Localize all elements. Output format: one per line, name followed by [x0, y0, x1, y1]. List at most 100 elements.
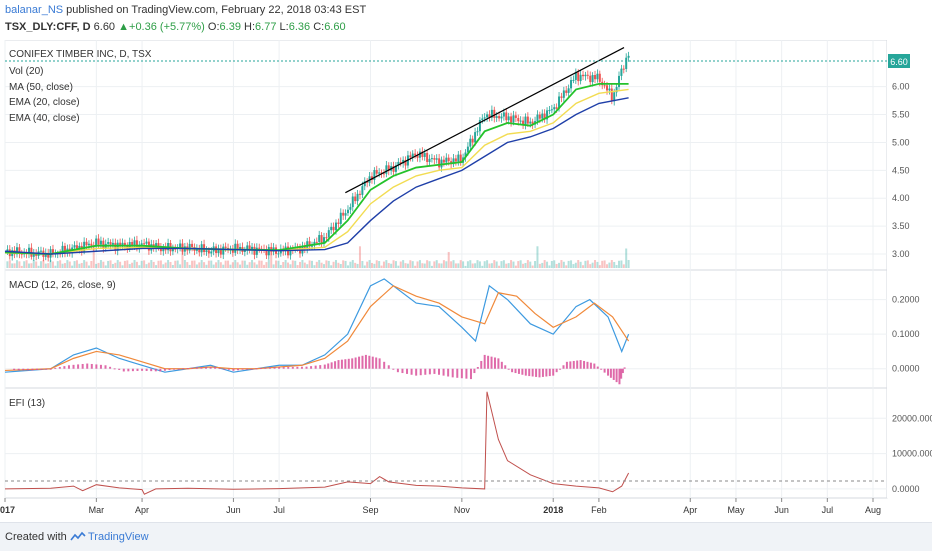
macd-hist-bar	[569, 361, 572, 369]
candle-body	[344, 213, 347, 216]
volume-bar	[20, 265, 23, 268]
volume-bar	[289, 264, 292, 268]
candle-body	[205, 250, 208, 253]
volume-bar	[322, 264, 325, 268]
chart-area[interactable]: 6.00 5.50 5.00 4.50 4.00 3.50 3.00 0.2000 0.1000…	[0, 40, 932, 522]
macd-tick-label: 0.2000	[892, 295, 920, 305]
macd-hist-bar	[154, 368, 157, 372]
author-link[interactable]: balanar_NS	[5, 4, 64, 16]
volume-bar	[311, 260, 314, 268]
candle-body	[512, 115, 515, 123]
volume-bar	[73, 261, 76, 268]
macd-hist-bar	[507, 368, 510, 370]
candle-body	[73, 245, 76, 248]
volume-bar	[344, 260, 347, 268]
volume-bar	[277, 260, 280, 268]
volume-bar	[342, 260, 345, 268]
macd-hist-bar	[351, 358, 354, 369]
volume-bar	[11, 263, 14, 268]
volume-bar	[421, 263, 424, 268]
candle-body	[454, 158, 457, 162]
volume-bar	[234, 260, 237, 268]
volume-bar	[78, 263, 81, 268]
volume-bar	[366, 261, 369, 268]
volume-bar	[349, 261, 352, 268]
grid	[4, 40, 887, 498]
volume-bar	[534, 261, 537, 268]
tradingview-link[interactable]: TradingView	[88, 531, 149, 543]
macd-hist-bar	[344, 359, 347, 369]
volume-bar	[282, 262, 285, 268]
volume-bar	[510, 260, 513, 268]
volume-bar	[478, 261, 481, 268]
month-label: Nov	[454, 505, 471, 515]
macd-hist-bar	[113, 368, 116, 370]
volume-bar	[418, 260, 421, 268]
volume-bars	[6, 246, 630, 268]
candle-body	[138, 244, 141, 249]
macd-hist-bar	[576, 360, 579, 369]
macd-hist-bar	[22, 368, 25, 371]
macd-hist-bar	[191, 367, 194, 369]
macd-hist-bar	[26, 368, 29, 371]
volume-bar	[114, 262, 117, 268]
price-axis-gutter[interactable]	[887, 40, 932, 498]
volume-bar	[123, 260, 126, 268]
candle-body	[519, 120, 522, 122]
candle-body	[610, 88, 613, 102]
volume-bar	[90, 261, 93, 268]
macd-hist-bar	[565, 361, 568, 369]
candle-body	[622, 68, 625, 70]
volume-bar	[236, 262, 239, 268]
open-label: O:	[207, 21, 220, 33]
legend-vol: Vol (20)	[9, 66, 43, 77]
candle-body	[538, 114, 541, 119]
volume-bar	[181, 248, 184, 268]
candle-body	[421, 151, 424, 157]
candle-body	[471, 138, 474, 143]
ema20-line	[4, 82, 629, 255]
volume-bar	[428, 261, 431, 268]
candle-body	[550, 109, 553, 111]
candle-body	[409, 155, 412, 158]
candle-body	[217, 248, 220, 254]
volume-bar	[270, 248, 273, 268]
volume-bar	[176, 260, 179, 268]
volume-bar	[620, 260, 623, 268]
current-price-tag	[888, 54, 910, 68]
candle-body	[402, 159, 405, 164]
up-arrow-icon: ▲	[118, 21, 130, 33]
candle-body	[243, 250, 246, 253]
candle-body	[143, 243, 146, 245]
macd-hist-bar	[17, 368, 20, 371]
macd-hist-bar	[104, 365, 107, 369]
candle-body	[543, 113, 546, 120]
candle-body	[584, 74, 587, 77]
macd-hist-bar	[524, 368, 527, 376]
macd-hist-bar	[90, 363, 93, 369]
month-label: Aug	[865, 505, 881, 515]
volume-bar	[426, 260, 429, 268]
volume-bar	[71, 265, 74, 268]
volume-bar	[334, 260, 337, 268]
volume-bar	[541, 262, 544, 268]
candle-body	[464, 152, 467, 158]
macd-hist-bar	[81, 363, 84, 369]
macd-hist-bar	[371, 356, 374, 369]
volume-bar	[183, 260, 186, 268]
volume-bar	[155, 265, 158, 268]
ma50-line	[4, 97, 629, 255]
macd-hist-bar	[383, 361, 386, 369]
candle-body	[428, 158, 431, 162]
time-axis[interactable]: 2017 Mar Apr Jun Jul Sep Nov 2018 Feb Apr May Jun Ju…	[0, 498, 881, 515]
tradingview-logo-icon	[70, 531, 86, 541]
volume-bar	[246, 264, 249, 268]
candle-body	[620, 68, 623, 76]
volume-bar	[207, 260, 210, 268]
macd-hist-bar	[72, 364, 75, 369]
candle-body	[6, 249, 9, 252]
candle-body	[97, 238, 100, 245]
volume-bar	[15, 260, 18, 268]
candle-body	[155, 243, 158, 248]
volume-bar	[231, 262, 234, 268]
